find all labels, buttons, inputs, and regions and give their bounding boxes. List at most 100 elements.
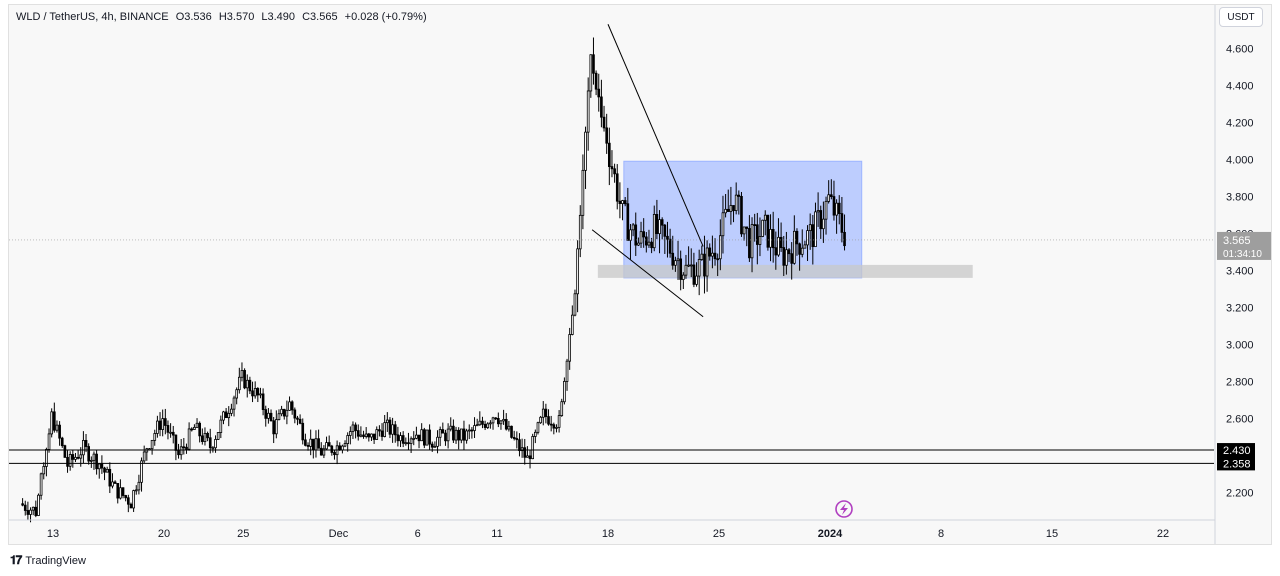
candle[interactable] <box>795 228 799 256</box>
candle[interactable] <box>407 432 410 450</box>
candle[interactable] <box>142 445 146 464</box>
candle[interactable] <box>412 431 416 446</box>
candle[interactable] <box>84 433 88 453</box>
candle[interactable] <box>304 433 307 447</box>
candle[interactable] <box>346 432 350 452</box>
candle[interactable] <box>256 387 260 403</box>
candle[interactable] <box>758 217 762 257</box>
candle[interactable] <box>560 398 564 417</box>
candle[interactable] <box>695 262 698 287</box>
candle[interactable] <box>639 221 643 248</box>
candle[interactable] <box>425 429 429 446</box>
candle[interactable] <box>261 388 265 416</box>
candle[interactable] <box>544 403 548 424</box>
candle[interactable] <box>531 433 535 460</box>
candle[interactable] <box>444 429 447 446</box>
candle[interactable] <box>518 433 521 457</box>
candle[interactable] <box>161 409 165 437</box>
candle[interactable] <box>243 368 246 390</box>
candle[interactable] <box>499 420 503 430</box>
candle[interactable] <box>230 403 233 417</box>
candle[interactable] <box>185 443 188 454</box>
candle[interactable] <box>563 377 566 405</box>
candle[interactable] <box>383 414 387 438</box>
candle[interactable] <box>108 462 112 494</box>
candle[interactable] <box>240 362 244 382</box>
candle[interactable] <box>507 420 511 432</box>
candle[interactable] <box>824 196 828 235</box>
candle[interactable] <box>182 437 186 455</box>
currency-unit-button[interactable]: USDT <box>1219 7 1263 27</box>
candle[interactable] <box>163 408 167 435</box>
candle[interactable] <box>785 231 788 275</box>
candle[interactable] <box>126 494 130 513</box>
candle[interactable] <box>311 438 315 459</box>
candle[interactable] <box>396 426 400 447</box>
candle[interactable] <box>116 483 120 504</box>
candle[interactable] <box>47 428 51 453</box>
candle[interactable] <box>274 410 278 439</box>
candle[interactable] <box>822 201 825 243</box>
candle[interactable] <box>523 438 527 465</box>
candle[interactable] <box>618 182 622 219</box>
candle[interactable] <box>208 428 212 454</box>
candle[interactable] <box>42 462 46 480</box>
candle[interactable] <box>119 479 122 500</box>
candle[interactable] <box>578 205 582 258</box>
lightning-icon[interactable] <box>835 500 853 518</box>
candle[interactable] <box>26 501 30 521</box>
candle[interactable] <box>23 500 27 516</box>
candle[interactable] <box>227 406 231 427</box>
candle[interactable] <box>95 450 98 475</box>
wedge-line-2[interactable] <box>591 229 704 318</box>
candle[interactable] <box>156 415 159 438</box>
candle[interactable] <box>333 449 336 460</box>
candle[interactable] <box>34 500 38 518</box>
candle[interactable] <box>446 423 450 449</box>
candle[interactable] <box>37 493 40 517</box>
candle[interactable] <box>737 190 741 215</box>
candle[interactable] <box>288 396 291 411</box>
candle[interactable] <box>533 429 537 444</box>
candle[interactable] <box>356 424 360 441</box>
candle[interactable] <box>808 213 812 250</box>
candle[interactable] <box>803 240 807 249</box>
candle[interactable] <box>211 446 215 453</box>
candle[interactable] <box>843 214 846 251</box>
candle[interactable] <box>198 421 202 443</box>
candle[interactable] <box>68 451 72 471</box>
candle[interactable] <box>219 415 223 439</box>
candle[interactable] <box>325 436 328 451</box>
candle[interactable] <box>348 426 352 445</box>
candle[interactable] <box>367 432 371 442</box>
candle[interactable] <box>555 424 558 433</box>
candle[interactable] <box>232 395 236 417</box>
candle[interactable] <box>132 489 135 512</box>
candle[interactable] <box>166 420 170 440</box>
candle[interactable] <box>351 421 355 439</box>
candle[interactable] <box>150 439 154 455</box>
candle[interactable] <box>748 215 751 262</box>
candle[interactable] <box>557 410 561 433</box>
candle[interactable] <box>309 429 313 456</box>
candle[interactable] <box>277 409 281 421</box>
candle[interactable] <box>401 431 405 448</box>
candle[interactable] <box>631 223 635 237</box>
candle[interactable] <box>541 401 545 426</box>
candle[interactable] <box>251 381 254 403</box>
candle[interactable] <box>726 189 730 212</box>
candle[interactable] <box>457 427 461 450</box>
candle[interactable] <box>473 417 476 438</box>
candle[interactable] <box>652 205 656 252</box>
candle[interactable] <box>121 487 125 499</box>
candle[interactable] <box>171 425 175 444</box>
candle[interactable] <box>380 423 384 441</box>
candle[interactable] <box>732 205 735 223</box>
candle[interactable] <box>52 402 56 433</box>
candle[interactable] <box>364 427 368 439</box>
candle[interactable] <box>660 217 664 240</box>
candle[interactable] <box>290 400 294 415</box>
candle[interactable] <box>280 405 283 417</box>
candle[interactable] <box>607 127 611 186</box>
candle[interactable] <box>417 434 421 449</box>
